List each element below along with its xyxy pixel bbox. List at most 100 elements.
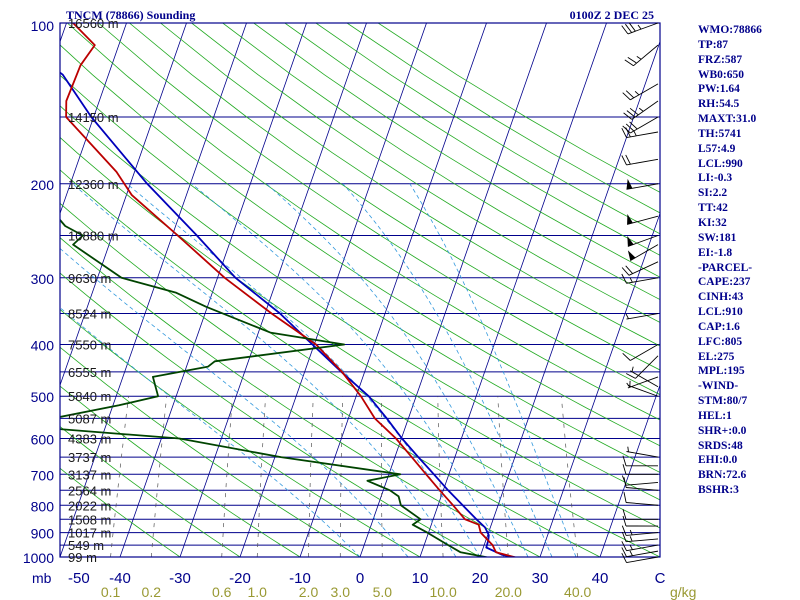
wind-barb-staff: [627, 22, 659, 35]
chart-grid: [60, 23, 660, 557]
dry-adiabat: [222, 23, 660, 300]
isotherm: [599, 383, 660, 557]
mixing-ratio-line: [256, 396, 266, 557]
dewpoint-line: [60, 218, 491, 557]
mixing-ratio-label: 0.2: [142, 584, 162, 600]
dry-adiabat: [60, 74, 660, 473]
height-label: 10880 m: [68, 228, 119, 243]
wind-barb-half: [627, 446, 629, 452]
wind-barb-staff: [633, 44, 659, 67]
dry-adiabat: [98, 23, 660, 396]
height-label: 1508 m: [68, 512, 111, 527]
temperature-tick-label: C: [655, 570, 666, 587]
wind-barb-full: [621, 127, 627, 138]
wind-barb-full: [628, 22, 636, 32]
wind-barb-half: [629, 277, 633, 283]
chart-series: [60, 23, 518, 557]
wind-barb-full: [622, 515, 627, 527]
wind-barb-full: [622, 125, 631, 134]
wind-barb-flag: [627, 250, 636, 261]
mixing-ratio-label: 1.0: [247, 584, 267, 600]
wind-barb-half: [631, 366, 634, 372]
temperature-tick-label: -50: [68, 570, 90, 587]
wind-barb-full: [622, 464, 627, 475]
stat-item: SW:181: [698, 231, 737, 244]
mixing-ratio-line: [221, 396, 233, 557]
wind-barb-full: [623, 492, 627, 503]
wind-barb-half: [629, 550, 633, 556]
isotherm: [299, 23, 487, 557]
pressure-tick-label: 700: [31, 467, 55, 483]
wind-barb-staff: [626, 313, 659, 320]
stat-item: L57:4.9: [698, 142, 736, 155]
wind-barb-staff: [630, 344, 659, 361]
mixing-ratio-label: 40.0: [564, 584, 591, 600]
wind-barb-full: [625, 265, 633, 274]
wind-barb-full: [622, 92, 631, 101]
wind-barb-full: [622, 509, 627, 520]
pressure-tick-label: 600: [31, 432, 55, 448]
height-label: 5840 m: [68, 389, 111, 404]
stat-item: LCL:910: [698, 306, 743, 319]
wind-barb-full: [629, 107, 639, 116]
wind-barb-staff: [626, 544, 659, 552]
wind-barb-full: [621, 155, 627, 166]
wind-barb-full: [624, 59, 634, 67]
stat-item: EHI:0.0: [698, 454, 738, 467]
wind-barb-half: [629, 544, 633, 550]
mixing-ratio-label: 2.0: [299, 584, 319, 600]
pressure-tick-label: 200: [31, 177, 55, 193]
wind-barb-half: [626, 382, 631, 388]
wind-barb-staff: [626, 556, 659, 564]
mixing-ratio-line: [561, 396, 579, 557]
isotherm: [419, 23, 607, 557]
wind-barb-half: [629, 536, 633, 542]
mixing-ratio-line: [308, 396, 314, 557]
dry-adiabat: [160, 23, 660, 347]
height-label: 549 m: [68, 538, 104, 553]
stat-item: SI:2.2: [698, 187, 728, 200]
stats-panel: WMO:78866 TP:87 FRZ:587 WB0:650 PW:1.64 RH:54…: [698, 23, 798, 498]
stat-item: EL:275: [698, 350, 735, 363]
mixing-ratio-label: 20.0: [495, 584, 522, 600]
temperature-tick-label: 30: [532, 570, 549, 587]
stat-item: HEL:1: [698, 409, 732, 422]
stat-item: WMO:78866: [698, 24, 762, 36]
stat-item: TP:87: [698, 38, 729, 51]
mixing-ratio-label: 10.0: [429, 584, 456, 600]
wind-barb-half: [629, 529, 633, 535]
pressure-tick-label: 900: [31, 526, 55, 542]
stat-item: LFC:805: [698, 335, 743, 348]
wind-barb-half: [638, 107, 644, 112]
mixing-ratio-label: 0.6: [212, 584, 232, 600]
wind-barbs: [621, 22, 659, 564]
valid-time: 0100Z 2 DEC 25: [570, 8, 654, 22]
moist-adiabat: [409, 183, 577, 557]
wind-barb-staff: [626, 481, 659, 486]
wind-barb-half: [625, 313, 629, 319]
temperature-tick-label: 20: [472, 570, 489, 587]
pressure-tick-label: 400: [31, 338, 55, 354]
mixing-ratio-line: [150, 396, 168, 557]
dry-adiabat: [60, 202, 601, 557]
stat-item: LCL:990: [698, 157, 743, 170]
stat-item: CINH:43: [698, 291, 744, 304]
wind-barb-full: [623, 112, 633, 120]
wind-barb-full: [625, 90, 635, 99]
stat-item: -WIND-: [698, 380, 739, 393]
wind-barb-flag: [626, 178, 633, 190]
stat-item: PW:1.64: [698, 83, 740, 96]
dry-adiabat: [60, 105, 660, 501]
height-label: 4383 m: [68, 432, 111, 447]
wind-barb-staff: [626, 538, 659, 543]
wind-barb-staff: [628, 261, 659, 276]
moist-adiabat: [342, 183, 553, 557]
wind-barb-full: [621, 273, 627, 284]
temperature-tick-label: 10: [412, 570, 429, 587]
isotherm: [359, 23, 547, 557]
temperature-tick-label: 0: [356, 570, 364, 587]
wind-barb-staff: [626, 158, 659, 166]
wind-barb-half: [633, 130, 637, 137]
